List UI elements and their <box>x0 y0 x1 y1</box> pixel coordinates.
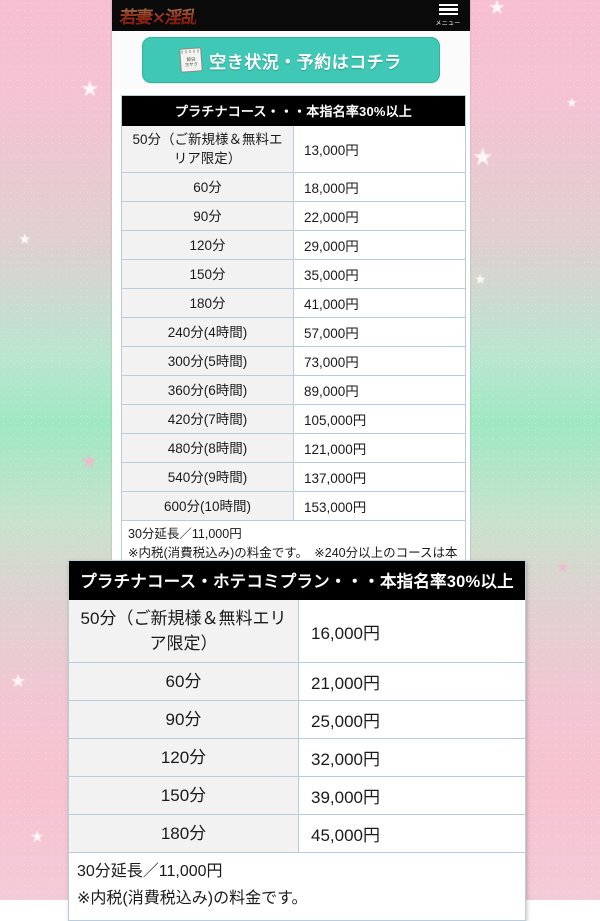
reservation-button[interactable]: 即日 ヨヤク 空き状況・予約はコチラ <box>142 37 440 83</box>
table-row: 150分 35,000円 <box>122 259 465 288</box>
cell-price: 21,000円 <box>299 663 525 700</box>
cell-price: 121,000円 <box>294 434 465 462</box>
cell-duration: 600分(10時間) <box>122 492 294 520</box>
calendar-icon: 即日 ヨヤク <box>179 47 204 73</box>
price-table-hotecomi-plan: プラチナコース・ホテコミプラン・・・本指名率30%以上 50分（ご新規様＆無料エ… <box>68 560 526 921</box>
cell-price: 29,000円 <box>294 231 465 259</box>
cell-duration: 60分 <box>69 663 299 700</box>
cell-price: 45,000円 <box>299 815 525 852</box>
reserve-banner-area: 即日 ヨヤク 空き状況・予約はコチラ <box>112 31 470 89</box>
table-row: 540分(9時間) 137,000円 <box>122 462 465 491</box>
note-line: 30分延長／11,000円 <box>77 863 223 880</box>
table-row: 300分(5時間) 73,000円 <box>122 346 465 375</box>
table-row: 360分(6時間) 89,000円 <box>122 375 465 404</box>
cell-duration: 300分(5時間) <box>122 347 294 375</box>
table-title: プラチナコース・・・本指名率30%以上 <box>122 96 465 126</box>
cell-duration: 150分 <box>69 777 299 814</box>
table-note: 30分延長／11,000円 ※内税(消費税込み)の料金です。 <box>69 852 525 920</box>
cell-duration: 120分 <box>122 231 294 259</box>
cell-price: 137,000円 <box>294 463 465 491</box>
price-row-list: 50分（ご新規様＆無料エリア限定） 13,000円 60分 18,000円 90分 22,… <box>122 126 465 520</box>
cell-price: 153,000円 <box>294 492 465 520</box>
cell-duration: 120分 <box>69 739 299 776</box>
table-row: 150分 39,000円 <box>69 776 525 814</box>
cell-duration: 240分(4時間) <box>122 318 294 346</box>
cell-duration: 50分（ご新規様＆無料エリア限定） <box>122 126 294 172</box>
reservation-button-label: 空き状況・予約はコチラ <box>209 52 402 72</box>
cell-price: 25,000円 <box>299 701 525 738</box>
cell-duration: 90分 <box>69 701 299 738</box>
cell-price: 16,000円 <box>299 600 525 662</box>
table-row: 120分 32,000円 <box>69 738 525 776</box>
cell-duration: 60分 <box>122 173 294 201</box>
calendar-icon-text: 即日 ヨヤク <box>184 56 199 67</box>
cell-duration: 540分(9時間) <box>122 463 294 491</box>
cell-price: 32,000円 <box>299 739 525 776</box>
cell-price: 105,000円 <box>294 405 465 433</box>
table-row: 50分（ご新規様＆無料エリア限定） 16,000円 <box>69 600 525 662</box>
table-row: 240分(4時間) 57,000円 <box>122 317 465 346</box>
table-row: 180分 45,000円 <box>69 814 525 852</box>
price-row-list: 50分（ご新規様＆無料エリア限定） 16,000円 60分 21,000円 90分 25,… <box>69 600 525 852</box>
cell-duration: 180分 <box>69 815 299 852</box>
table-title: プラチナコース・ホテコミプラン・・・本指名率30%以上 <box>69 561 525 600</box>
table-row: 180分 41,000円 <box>122 288 465 317</box>
cell-duration: 90分 <box>122 202 294 230</box>
cell-duration: 180分 <box>122 289 294 317</box>
table-row: 420分(7時間) 105,000円 <box>122 404 465 433</box>
hamburger-menu-button[interactable]: メニュー <box>426 0 470 31</box>
cell-duration: 360分(6時間) <box>122 376 294 404</box>
cell-price: 41,000円 <box>294 289 465 317</box>
cell-duration: 150分 <box>122 260 294 288</box>
cell-price: 18,000円 <box>294 173 465 201</box>
table-row: 90分 22,000円 <box>122 201 465 230</box>
cell-price: 57,000円 <box>294 318 465 346</box>
price-table-platinum: プラチナコース・・・本指名率30%以上 50分（ご新規様＆無料エリア限定） 13,… <box>121 95 466 589</box>
cell-duration: 480分(8時間) <box>122 434 294 462</box>
cell-duration: 50分（ご新規様＆無料エリア限定） <box>69 600 299 662</box>
cell-price: 22,000円 <box>294 202 465 230</box>
cell-price: 13,000円 <box>294 126 465 172</box>
menu-button-label: メニュー <box>435 21 461 28</box>
cell-duration: 420分(7時間) <box>122 405 294 433</box>
table-row: 480分(8時間) 121,000円 <box>122 433 465 462</box>
cell-price: 39,000円 <box>299 777 525 814</box>
table-row: 120分 29,000円 <box>122 230 465 259</box>
hamburger-icon <box>438 3 458 16</box>
table-row: 90分 25,000円 <box>69 700 525 738</box>
note-line: 30分延長／11,000円 <box>128 527 242 541</box>
cell-price: 89,000円 <box>294 376 465 404</box>
table-row: 60分 18,000円 <box>122 172 465 201</box>
note-line: ※内税(消費税込み)の料金です。 <box>77 890 308 907</box>
table-row: 50分（ご新規様＆無料エリア限定） 13,000円 <box>122 126 465 172</box>
cell-price: 35,000円 <box>294 260 465 288</box>
site-header: 若妻×淫乱 メニュー <box>112 0 470 31</box>
site-logo[interactable]: 若妻×淫乱 <box>110 3 199 28</box>
cell-price: 73,000円 <box>294 347 465 375</box>
table-row: 60分 21,000円 <box>69 662 525 700</box>
table-row: 600分(10時間) 153,000円 <box>122 491 465 520</box>
